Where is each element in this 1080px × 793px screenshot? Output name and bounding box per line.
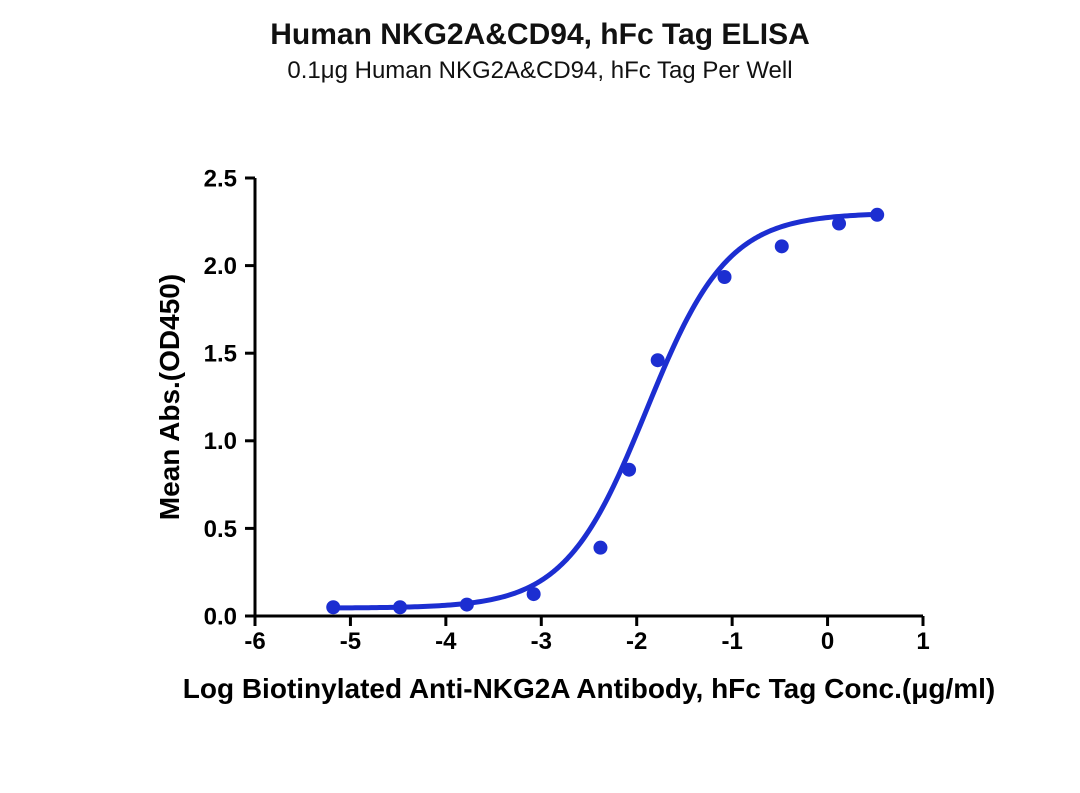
y-tick-label: 2.0 [204,253,237,280]
x-tick-label: -1 [721,628,742,655]
x-tick-label: -2 [626,628,647,655]
data-point [593,541,607,555]
y-tick-label: 0.0 [204,603,237,630]
y-tick-label: 0.5 [204,516,237,543]
x-tick-label: -6 [244,628,265,655]
x-tick-label: -3 [531,628,552,655]
y-tick-label: 1.5 [204,341,237,368]
chart-svg: -6 -5 -4 -3 -2 -1 0 1 0.0 0.5 1.0 1.5 2.0 2.5 Log Biot… [0,0,1080,793]
data-point [622,463,636,477]
data-point [393,600,407,614]
data-point [832,217,846,231]
data-point [870,208,884,222]
y-tick-label: 2.5 [204,165,237,192]
y-axis-title: Mean Abs.(OD450) [154,274,185,520]
y-tick-label: 1.0 [204,428,237,455]
x-tick-label: -5 [340,628,361,655]
data-point [326,600,340,614]
x-tick-label: 0 [821,628,834,655]
data-point [718,270,732,284]
data-point [651,353,665,367]
data-point [775,239,789,253]
data-point [460,598,474,612]
x-axis-title: Log Biotinylated Anti-NKG2A Antibody, hF… [183,673,995,704]
x-tick-label: 1 [916,628,929,655]
chart-area: -6 -5 -4 -3 -2 -1 0 1 0.0 0.5 1.0 1.5 2.0 2.5 Log Biot… [0,0,1080,793]
x-tick-label: -4 [435,628,457,655]
data-point [527,587,541,601]
